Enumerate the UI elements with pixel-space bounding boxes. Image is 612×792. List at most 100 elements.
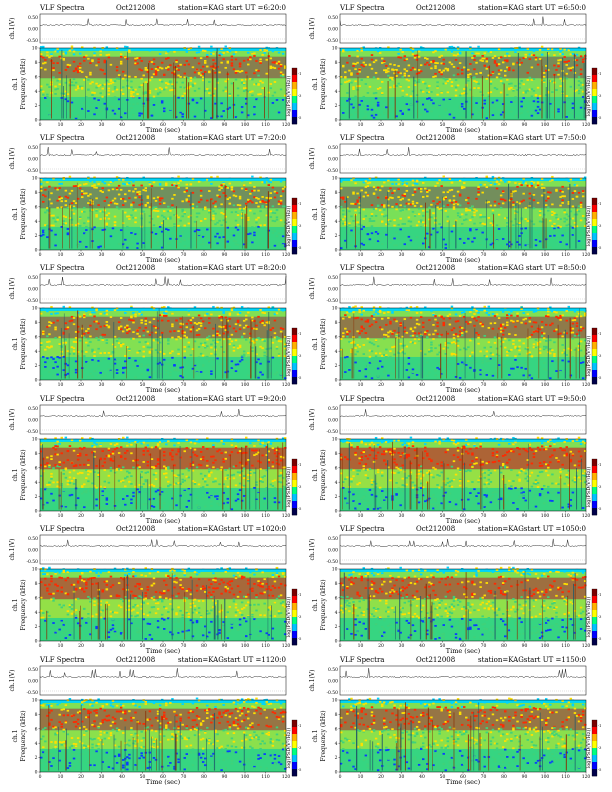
psd-cell [257,83,260,86]
psd-cell [208,177,211,180]
psd-cell [230,232,234,235]
psd-cell [528,353,532,356]
psd-cell [491,242,495,245]
psd-cell [387,307,390,310]
psd-cell [99,336,102,338]
psd-cell [483,334,486,337]
psd-cell [95,86,98,89]
psd-cell [483,102,486,105]
psd-cell [432,313,435,316]
psd-cell [463,88,466,90]
psd-cell [506,221,509,224]
psd-cell [218,52,221,55]
psd-cell [150,306,154,309]
psd-cell [545,315,548,317]
psd-cell [54,244,57,247]
colorbar-frame [591,197,598,255]
psd-cell [567,215,571,218]
psd-cell [577,233,581,236]
psd-cell [516,223,519,225]
psd-cell [352,62,355,65]
psd-cell [158,183,162,186]
psd-cell [499,56,503,59]
psd-cell [501,364,505,367]
psd-cell [532,331,536,333]
psd-cell [391,372,394,375]
psd-cell [579,73,583,75]
psd-cell [452,206,456,209]
psd-cell [547,310,550,313]
psd-cell [448,46,452,48]
psd-cell [493,236,497,239]
psd-cell [360,318,363,321]
psd-cell [456,340,460,342]
psd-cell [46,181,49,184]
psd-cell [372,102,376,105]
psd-cell [551,203,554,206]
psd-cell [385,197,388,200]
psd-cell [571,226,575,229]
psd-cell [571,102,575,105]
psd-cell [56,356,59,358]
psd-cell [381,355,384,357]
psd-cell [491,374,495,377]
psd-cell [111,188,115,191]
psd-cell [142,210,145,213]
psd-cell [569,178,573,181]
colorbar-tick-label: -3 [598,94,601,98]
psd-cell [179,375,182,377]
psd-cell [376,205,380,208]
time-tick-label: 60 [460,252,466,258]
psd-cell [417,78,421,81]
psd-cell [536,184,540,187]
psd-cell [483,223,486,226]
psd-cell [273,212,277,214]
psd-cell [362,344,366,346]
psd-cell [255,229,258,232]
psd-cell [146,241,150,244]
colorbar-tick-label: -5 [298,246,301,250]
psd-cell [70,315,74,318]
psd-cell [491,353,495,356]
psd-cell [277,232,281,235]
psd-cell [352,341,355,344]
psd-cell [204,356,207,359]
psd-cell [234,330,238,333]
time-tick-label: 60 [160,382,166,388]
psd-cell [42,307,45,310]
psd-cell [432,233,435,236]
colorbar-frame [591,67,598,125]
psd-cell [183,346,186,348]
psd-cell [165,234,168,237]
colorbar-label: log(PSD(V²/Hz)) [285,76,292,117]
psd-cell [206,345,209,348]
psd-cell [581,96,585,98]
psd-cell [232,344,236,347]
psd-cell [340,180,343,183]
psd-cell [452,333,456,336]
psd-cell [434,318,437,321]
psd-cell [281,112,285,114]
panel-start-time: start UT =7:20:0 [226,134,286,142]
psd-cell [189,99,193,101]
psd-cell [253,105,256,108]
psd-cell [218,207,221,210]
psd-cell [366,76,370,78]
psd-cell [475,319,478,322]
psd-cell [493,204,497,207]
psd-cell [132,190,135,193]
psd-cell [283,99,287,102]
psd-cell [66,93,70,96]
psd-cell [230,186,234,188]
psd-cell [87,344,90,347]
psd-cell [579,178,583,180]
psd-cell [409,334,413,337]
psd-cell [469,241,472,244]
psd-cell [70,101,74,104]
psd-cell [465,209,468,212]
psd-cell [538,95,542,97]
psd-cell [167,83,170,85]
psd-cell [536,63,540,66]
psd-cell [460,361,464,364]
psd-cell [532,321,536,324]
